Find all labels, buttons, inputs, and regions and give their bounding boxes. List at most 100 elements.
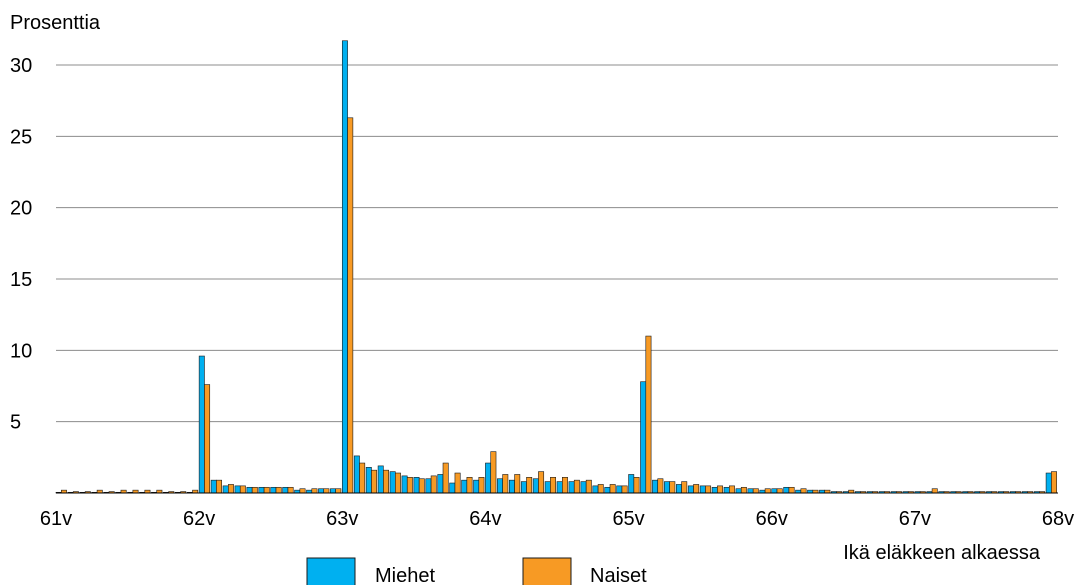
bar-naiset-60: [776, 488, 783, 494]
bar-naiset-48: [633, 477, 640, 494]
bar-miehet-38: [508, 479, 515, 494]
bar-naiset-52: [681, 481, 688, 494]
x-tick-label: 64v: [469, 508, 501, 530]
bar-naiset-46: [609, 484, 616, 494]
grid-lines: [56, 64, 1058, 423]
legend-swatch-naiset: [522, 557, 572, 585]
bar-naiset-61: [788, 486, 795, 494]
bar-naiset-42: [562, 477, 568, 494]
bar-naiset-39: [526, 477, 533, 494]
bar-naiset-17: [263, 486, 270, 494]
bar-naiset-32: [442, 462, 449, 494]
bar-naiset-16: [251, 486, 258, 494]
bar-miehet-55: [711, 486, 718, 494]
bar-miehet-24: [341, 40, 348, 494]
y-tick-label: 15: [10, 269, 32, 291]
bar-naiset-54: [705, 485, 712, 494]
bar-naiset-33: [454, 472, 461, 494]
bar-miehet-43: [568, 481, 575, 494]
y-tick-labels: 5 10 15 20 25 30: [10, 55, 32, 434]
bar-miehet-36: [485, 462, 492, 494]
legend: Miehet Naiset: [306, 557, 647, 585]
bar-naiset-20: [299, 488, 306, 494]
bar-miehet-42: [556, 481, 563, 494]
bar-miehet-26: [365, 467, 372, 494]
x-tick-labels: 61v 62v 63v 64v 65v 66v 67v 68v: [40, 508, 1074, 530]
bar-miehet-12: [198, 355, 205, 494]
bar-naiset-41: [550, 477, 556, 494]
bar-naiset-56: [729, 485, 735, 494]
bar-naiset-83: [1051, 471, 1057, 494]
legend-label-miehet: Miehet: [375, 565, 435, 585]
bar-miehet-25: [353, 455, 360, 494]
bar-naiset-44: [585, 479, 592, 494]
bar-naiset-55: [717, 485, 723, 494]
bar-naiset-45: [597, 484, 604, 494]
bar-naiset-24: [347, 117, 354, 494]
bar-miehet-52: [675, 484, 682, 494]
bar-naiset-37: [502, 474, 509, 494]
y-tick-label: 20: [10, 198, 32, 220]
bar-miehet-18: [270, 486, 277, 494]
bar-miehet-53: [687, 485, 694, 494]
bar-miehet-39: [520, 481, 527, 494]
legend-label-naiset: Naiset: [590, 565, 647, 585]
bar-miehet-30: [413, 477, 420, 494]
x-axis-label: Ikä eläkkeen alkaessa: [843, 542, 1041, 564]
bar-naiset-34: [466, 477, 473, 494]
bar-naiset-25: [359, 462, 366, 494]
bar-miehet-49: [640, 381, 647, 494]
bar-miehet-58: [747, 488, 754, 494]
bar-naiset-53: [693, 484, 700, 494]
x-tick-label: 62v: [183, 508, 215, 530]
bar-miehet-46: [604, 486, 611, 494]
bar-miehet-34: [461, 479, 468, 494]
bar-naiset-62: [800, 488, 807, 494]
bar-miehet-54: [699, 485, 706, 494]
x-tick-label: 68v: [1042, 508, 1074, 530]
y-tick-label: 30: [10, 55, 32, 77]
bar-naiset-50: [657, 478, 664, 494]
bar-miehet-45: [592, 485, 599, 494]
x-tick-label: 61v: [40, 508, 72, 530]
bar-naiset-13: [216, 479, 222, 494]
bar-miehet-48: [628, 474, 635, 494]
bar-naiset-58: [752, 488, 759, 494]
legend-swatch-miehet: [306, 557, 356, 585]
bar-naiset-49: [645, 335, 652, 494]
bar-naiset-36: [490, 451, 497, 494]
bar-miehet-16: [246, 486, 253, 494]
bar-naiset-29: [406, 477, 413, 494]
bar-miehet-60: [771, 488, 778, 494]
y-tick-label: 25: [10, 126, 32, 148]
bar-miehet-27: [377, 465, 384, 494]
bar-miehet-61: [783, 486, 790, 494]
bar-miehet-28: [389, 471, 396, 494]
x-tick-label: 67v: [899, 508, 931, 530]
bar-naiset-31: [430, 475, 437, 494]
bar-miehet-41: [544, 481, 551, 494]
bar-naiset-38: [514, 474, 521, 494]
bar-miehet-33: [449, 482, 456, 494]
bar-naiset-22: [323, 488, 330, 494]
bar-miehet-47: [616, 485, 623, 494]
bar-naiset-12: [204, 384, 211, 494]
bar-naiset-73: [931, 488, 938, 494]
bar-miehet-50: [652, 479, 659, 494]
bar-miehet-56: [723, 486, 730, 494]
bar-miehet-29: [401, 475, 408, 494]
bar-miehet-14: [222, 485, 229, 494]
bar-naiset-23: [335, 488, 342, 494]
bar-miehet-35: [473, 479, 480, 494]
bar-miehet-40: [532, 478, 539, 494]
bar-miehet-19: [282, 486, 289, 494]
y-axis-label: Prosenttia: [10, 12, 101, 34]
bar-naiset-43: [573, 479, 580, 494]
bar-miehet-57: [735, 488, 742, 494]
bar-naiset-47: [621, 485, 628, 494]
bar-naiset-30: [418, 478, 425, 494]
bar-naiset-19: [287, 486, 294, 494]
bar-naiset-21: [311, 488, 318, 494]
bar-miehet-15: [234, 485, 241, 494]
